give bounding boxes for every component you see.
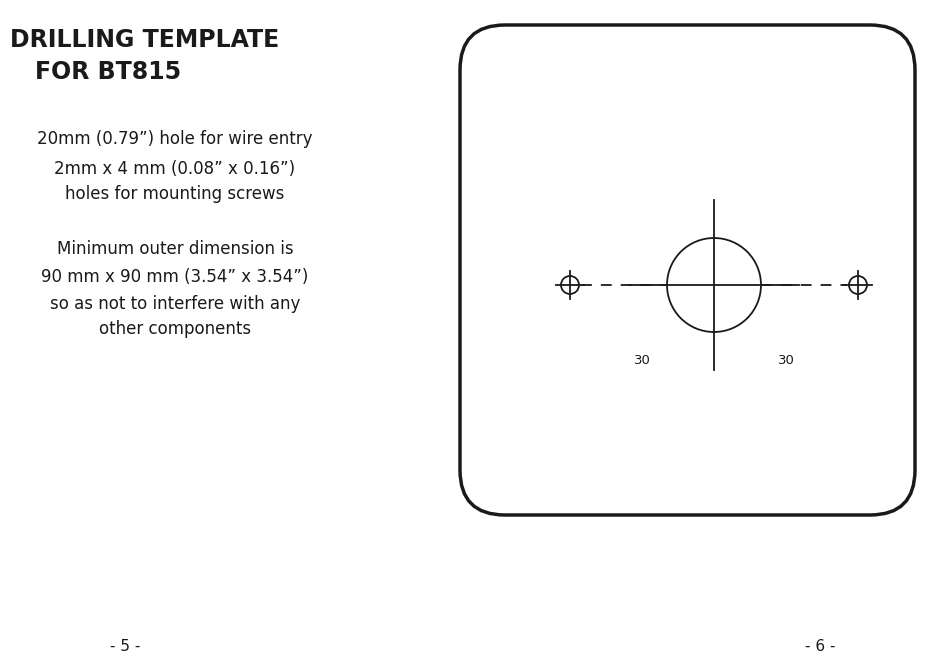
Text: 20mm (0.79”) hole for wire entry: 20mm (0.79”) hole for wire entry xyxy=(37,130,312,148)
Circle shape xyxy=(561,276,579,294)
Text: 2mm x 4 mm (0.08” x 0.16”): 2mm x 4 mm (0.08” x 0.16”) xyxy=(55,160,295,178)
Circle shape xyxy=(667,238,761,332)
Circle shape xyxy=(849,276,867,294)
Text: DRILLING TEMPLATE: DRILLING TEMPLATE xyxy=(10,28,279,52)
Text: 90 mm x 90 mm (3.54” x 3.54”): 90 mm x 90 mm (3.54” x 3.54”) xyxy=(42,268,309,286)
Text: - 6 -: - 6 - xyxy=(804,639,835,654)
Text: so as not to interfere with any: so as not to interfere with any xyxy=(50,295,300,313)
Text: Minimum outer dimension is: Minimum outer dimension is xyxy=(57,240,294,258)
FancyBboxPatch shape xyxy=(460,25,915,515)
Text: 30: 30 xyxy=(778,354,795,367)
Text: - 5 -: - 5 - xyxy=(110,639,141,654)
Text: FOR BT815: FOR BT815 xyxy=(35,60,181,84)
Text: other components: other components xyxy=(99,320,251,338)
Text: 30: 30 xyxy=(633,354,650,367)
Text: holes for mounting screws: holes for mounting screws xyxy=(65,185,285,203)
